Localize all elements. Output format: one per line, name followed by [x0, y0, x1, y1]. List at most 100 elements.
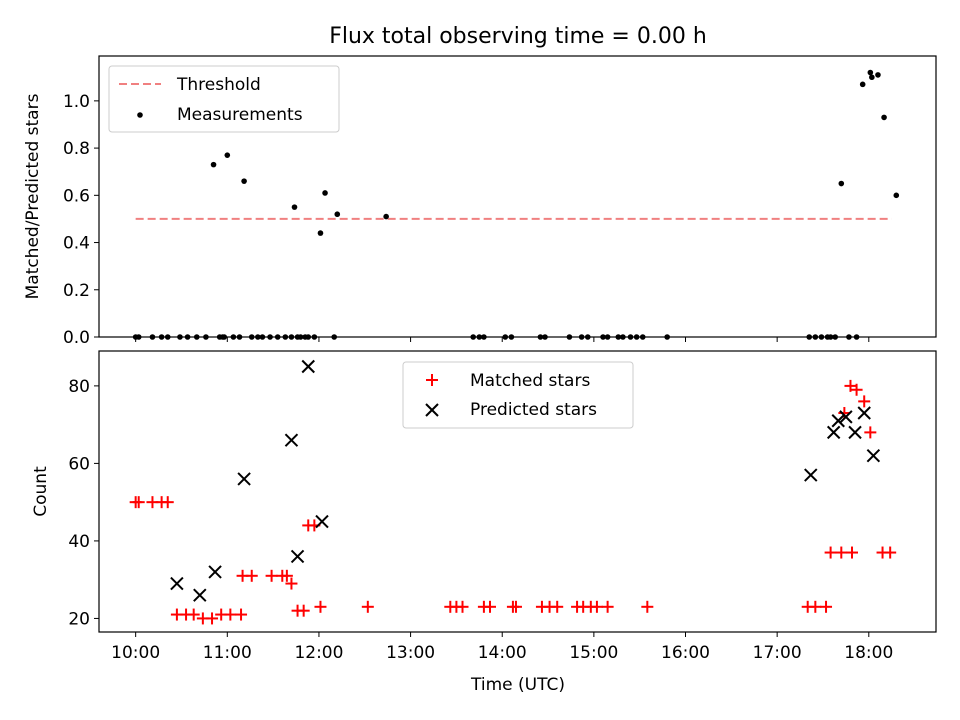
- measurement-point: [566, 334, 573, 340]
- measurement-point: [236, 334, 243, 340]
- measurement-point: [267, 334, 273, 340]
- matched-star-marker: [641, 600, 654, 613]
- measurement-point: [255, 334, 261, 340]
- matched-star-marker: [824, 546, 837, 559]
- top-axis-ticks: 0.0 0.2 0.4 0.6 0.8 1.0: [63, 92, 870, 348]
- measurement-point: [221, 334, 228, 340]
- measurement-point: [282, 334, 289, 340]
- matched-star-marker: [285, 577, 298, 590]
- measurement-point: [383, 213, 389, 220]
- measurements-legend-swatch: [137, 112, 143, 118]
- matched-star-marker: [590, 600, 603, 613]
- measurement-point: [838, 180, 845, 187]
- measurement-point: [230, 334, 237, 340]
- x-tick-label: 13:00: [386, 643, 435, 663]
- measurement-point: [481, 334, 487, 340]
- matched-star-marker: [280, 569, 293, 582]
- x-tick-label: 17:00: [753, 643, 802, 663]
- top-y-tick-label: 0.6: [63, 186, 90, 206]
- top-plot-frame: [98, 55, 937, 338]
- matched-star-marker: [187, 608, 200, 621]
- measurement-point: [193, 334, 200, 340]
- bottom-legend: Matched stars Predicted stars: [402, 361, 634, 429]
- bottom-y-tick-label: 40: [68, 532, 90, 552]
- matched-star-marker: [224, 608, 237, 621]
- measurement-point: [664, 334, 670, 340]
- measurement-point: [615, 334, 622, 340]
- measurement-point: [893, 192, 900, 199]
- bottom-y-tick-label: 60: [68, 454, 90, 474]
- predicted-star-marker: [804, 468, 818, 482]
- matched-star-marker: [884, 546, 897, 559]
- measurement-point: [832, 334, 838, 340]
- matched-legend-label: Matched stars: [470, 371, 590, 391]
- x-tick-label: 14:00: [478, 643, 527, 663]
- threshold-legend-label: Threshold: [176, 75, 261, 95]
- matched-star-marker: [206, 612, 219, 625]
- measurement-point: [476, 334, 483, 340]
- predicted-star-marker: [848, 425, 862, 440]
- predicted-star-marker: [170, 576, 184, 591]
- predicted-star-marker: [193, 588, 207, 602]
- measurement-point: [224, 152, 231, 158]
- measurement-point: [259, 334, 266, 340]
- bottom-y-axis-label: Count: [31, 466, 51, 517]
- x-tick-label: 15:00: [569, 643, 618, 663]
- x-tick-label: 11:00: [203, 643, 252, 663]
- measurement-point: [203, 334, 209, 340]
- measurement-point: [297, 334, 304, 340]
- matched-star-marker: [265, 569, 278, 582]
- matched-star-marker: [245, 569, 258, 582]
- measurement-point: [334, 211, 341, 218]
- measurement-point: [291, 204, 298, 210]
- measurement-point: [627, 334, 634, 340]
- matched-star-marker: [844, 379, 857, 392]
- predicted-legend-label: Predicted stars: [470, 400, 597, 420]
- measurement-point: [537, 334, 544, 340]
- bottom-axis-ticks: 10:00 11:00 12:00 13:00 14:00 15:00 16:00 17:00…: [68, 377, 893, 663]
- matched-legend-swatch: [426, 374, 438, 386]
- top-y-tick-label: 1.0: [63, 92, 90, 112]
- x-axis-label: Time (UTC): [470, 675, 565, 695]
- matched-star-marker: [509, 600, 522, 613]
- predicted-legend-swatch: [425, 403, 439, 417]
- measurement-point: [184, 334, 191, 340]
- measurement-point: [578, 334, 585, 340]
- measurement-point: [867, 69, 874, 76]
- measurement-point: [288, 334, 295, 340]
- predicted-star-marker: [826, 425, 841, 440]
- x-tick-label: 16:00: [661, 643, 710, 663]
- measurement-point: [827, 334, 834, 340]
- top-plot-panel: 0.0 0.2 0.4 0.6 0.8 1.0 Matched/Predicted sta…: [23, 55, 937, 348]
- measurements-legend-label: Measurements: [177, 105, 303, 125]
- measurement-point: [869, 74, 875, 81]
- measurement-point: [881, 114, 887, 121]
- matched-star-marker: [551, 600, 564, 613]
- measurement-point: [177, 334, 183, 340]
- x-tick-label: 10:00: [111, 643, 160, 663]
- measurement-point: [633, 334, 640, 340]
- matched-star-marker: [314, 600, 327, 613]
- matched-star-marker: [456, 600, 469, 613]
- predicted-star-marker: [290, 549, 305, 564]
- measurement-point: [331, 334, 338, 340]
- bottom-y-tick-label: 20: [68, 609, 90, 629]
- measurement-point: [149, 334, 156, 340]
- matched-star-marker: [850, 383, 863, 396]
- matched-star-marker: [361, 600, 374, 613]
- measurement-point: [600, 334, 606, 340]
- measurement-point: [875, 72, 881, 78]
- matched-star-marker: [484, 600, 497, 613]
- bottom-plot-panel: 10:00 11:00 12:00 13:00 14:00 15:00 16:00 17:00…: [31, 350, 937, 695]
- bottom-legend-box: [402, 361, 634, 429]
- measurement-point: [604, 334, 611, 340]
- measurement-point: [584, 334, 591, 340]
- measurement-point: [853, 334, 860, 340]
- matched-star-marker: [864, 426, 877, 439]
- top-legend: Threshold Measurements: [108, 65, 340, 133]
- predicted-star-marker: [315, 514, 329, 529]
- top-y-tick-label: 0.0: [63, 328, 90, 348]
- measurement-point: [305, 334, 312, 340]
- bottom-y-tick-label: 80: [68, 377, 90, 397]
- top-y-tick-label: 0.4: [63, 234, 90, 254]
